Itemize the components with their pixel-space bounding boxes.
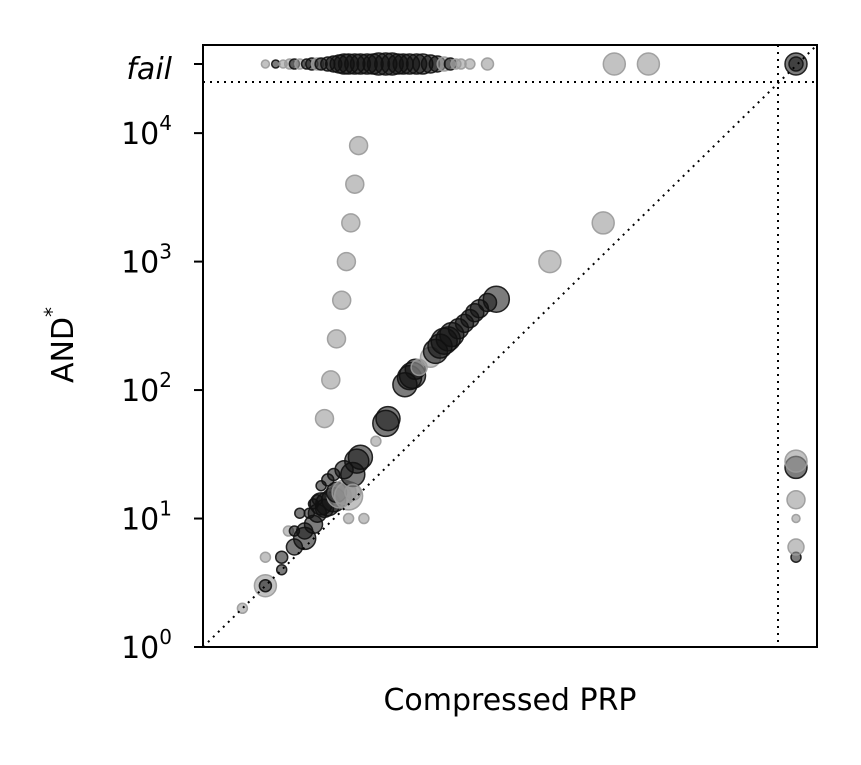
plot-frame <box>202 44 818 648</box>
y-tick-label: 103 <box>121 240 172 281</box>
data-point <box>321 370 341 390</box>
data-point <box>274 550 289 564</box>
data-point <box>341 213 361 233</box>
data-point <box>482 285 511 313</box>
data-point <box>336 251 357 272</box>
data-point <box>314 408 335 429</box>
y-tick-label: 104 <box>121 111 172 152</box>
data-point <box>375 405 401 432</box>
data-point <box>326 329 347 349</box>
y-axis-label-text: AND <box>46 317 81 383</box>
fail-x-point <box>791 513 801 524</box>
data-point <box>370 435 382 447</box>
data-point <box>344 483 362 502</box>
fail-y-point <box>464 58 476 70</box>
y-tick-label: 101 <box>121 497 172 538</box>
fail-x-point <box>786 490 806 510</box>
data-point <box>358 512 370 525</box>
points-layer <box>236 52 808 615</box>
y-axis-label-superscript: * <box>40 307 64 317</box>
data-point <box>591 211 615 235</box>
data-point <box>258 578 273 593</box>
fail-both-point <box>788 56 804 72</box>
y-tick-label: 102 <box>121 368 172 409</box>
diagonal-line <box>202 44 818 648</box>
data-point <box>331 290 352 311</box>
fail-y-point <box>602 52 627 76</box>
axes: 100 101 102 103 104 <box>121 44 818 666</box>
data-point <box>345 174 365 194</box>
data-point <box>259 551 272 563</box>
data-point <box>538 249 562 274</box>
fail-y-point <box>480 57 495 71</box>
y-fail-label: fail <box>126 52 172 87</box>
fail-y-point <box>260 59 271 69</box>
data-point <box>347 444 374 470</box>
data-point <box>342 512 355 525</box>
fail-x-point <box>787 538 805 556</box>
x-axis-label: Compressed PRP <box>383 683 636 718</box>
data-point <box>236 602 249 615</box>
data-point <box>348 135 369 156</box>
y-axis-label: AND* <box>40 307 81 383</box>
fail-y-point <box>636 52 661 76</box>
y-tick-label: 100 <box>121 625 172 666</box>
fail-x-point <box>784 449 808 473</box>
reference-lines <box>202 44 818 648</box>
data-point <box>294 507 306 519</box>
